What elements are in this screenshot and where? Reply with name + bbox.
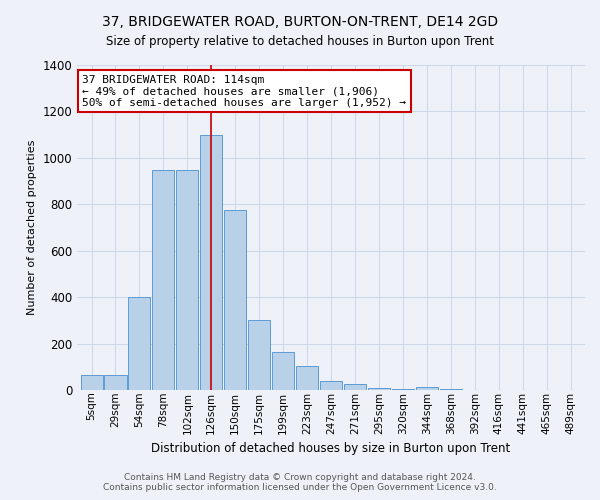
- Bar: [368, 388, 390, 390]
- Bar: [272, 352, 294, 390]
- Text: 37 BRIDGEWATER ROAD: 114sqm
← 49% of detached houses are smaller (1,906)
50% of : 37 BRIDGEWATER ROAD: 114sqm ← 49% of det…: [82, 75, 406, 108]
- Bar: [344, 384, 366, 390]
- Y-axis label: Number of detached properties: Number of detached properties: [27, 140, 37, 316]
- Bar: [80, 375, 103, 390]
- Bar: [392, 389, 414, 390]
- X-axis label: Distribution of detached houses by size in Burton upon Trent: Distribution of detached houses by size …: [151, 442, 511, 455]
- Bar: [248, 320, 270, 390]
- Text: 37, BRIDGEWATER ROAD, BURTON-ON-TRENT, DE14 2GD: 37, BRIDGEWATER ROAD, BURTON-ON-TRENT, D…: [102, 15, 498, 29]
- Bar: [128, 298, 151, 390]
- Bar: [176, 170, 199, 390]
- Bar: [416, 386, 438, 390]
- Bar: [200, 134, 223, 390]
- Text: Contains HM Land Registry data © Crown copyright and database right 2024.
Contai: Contains HM Land Registry data © Crown c…: [103, 473, 497, 492]
- Bar: [104, 375, 127, 390]
- Bar: [296, 366, 318, 390]
- Text: Size of property relative to detached houses in Burton upon Trent: Size of property relative to detached ho…: [106, 35, 494, 48]
- Bar: [224, 210, 246, 390]
- Bar: [152, 170, 175, 390]
- Bar: [320, 381, 342, 390]
- Bar: [440, 389, 462, 390]
